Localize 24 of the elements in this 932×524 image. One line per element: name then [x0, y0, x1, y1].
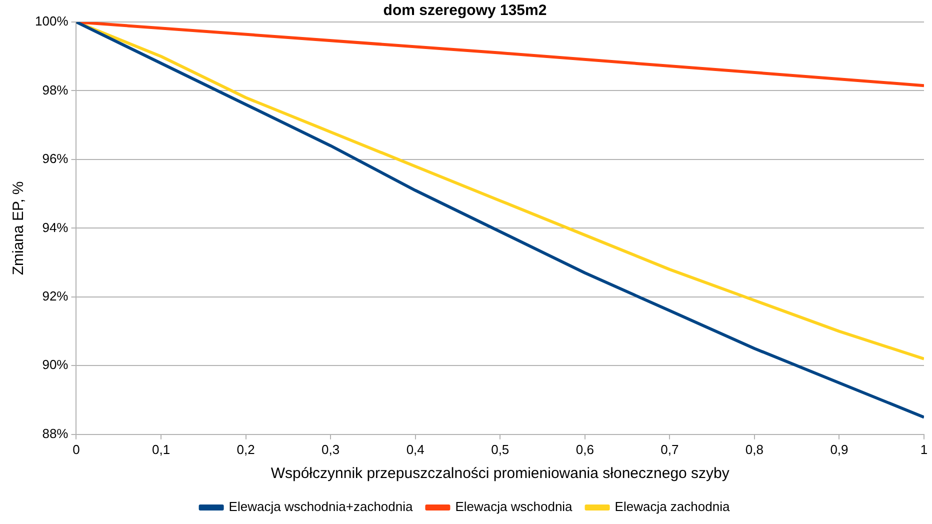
x-tick-label: 0,1 — [152, 442, 170, 457]
x-tick-label: 0,4 — [406, 442, 424, 457]
x-tick-label: 1 — [920, 442, 928, 457]
chart-title: dom szeregowy 135m2 — [383, 2, 547, 20]
x-tick-label: 0,7 — [660, 442, 679, 457]
legend-label: Elewacja wschodnia — [455, 499, 574, 514]
legend-label: Elewacja wschodnia+zachodnia — [228, 499, 414, 514]
x-tick-label: 0,8 — [745, 442, 764, 457]
y-tick-label: 88% — [42, 426, 69, 441]
x-tick-label: 0,5 — [491, 442, 510, 457]
y-tick-label: 98% — [42, 82, 69, 98]
x-tick-label: 0 — [72, 442, 80, 457]
x-tick-label: 0,2 — [236, 442, 255, 457]
y-tick-label: 92% — [42, 288, 69, 304]
legend-label: Elewacja zachodnia — [614, 499, 730, 514]
x-axis-title: Współczynnik przepuszczalności promieniowania słonecznego szyby — [270, 465, 730, 482]
x-tick-label: 0,6 — [576, 442, 594, 457]
y-tick-label: 94% — [42, 220, 69, 235]
y-tick-label: 90% — [42, 357, 69, 372]
x-tick-label: 0,3 — [322, 442, 340, 457]
y-tick-label: 96% — [42, 151, 69, 166]
y-tick-label: 100% — [35, 14, 69, 29]
x-tick-label: 0,9 — [830, 442, 848, 457]
y-axis-title: Zmiana EP, % — [10, 181, 28, 276]
